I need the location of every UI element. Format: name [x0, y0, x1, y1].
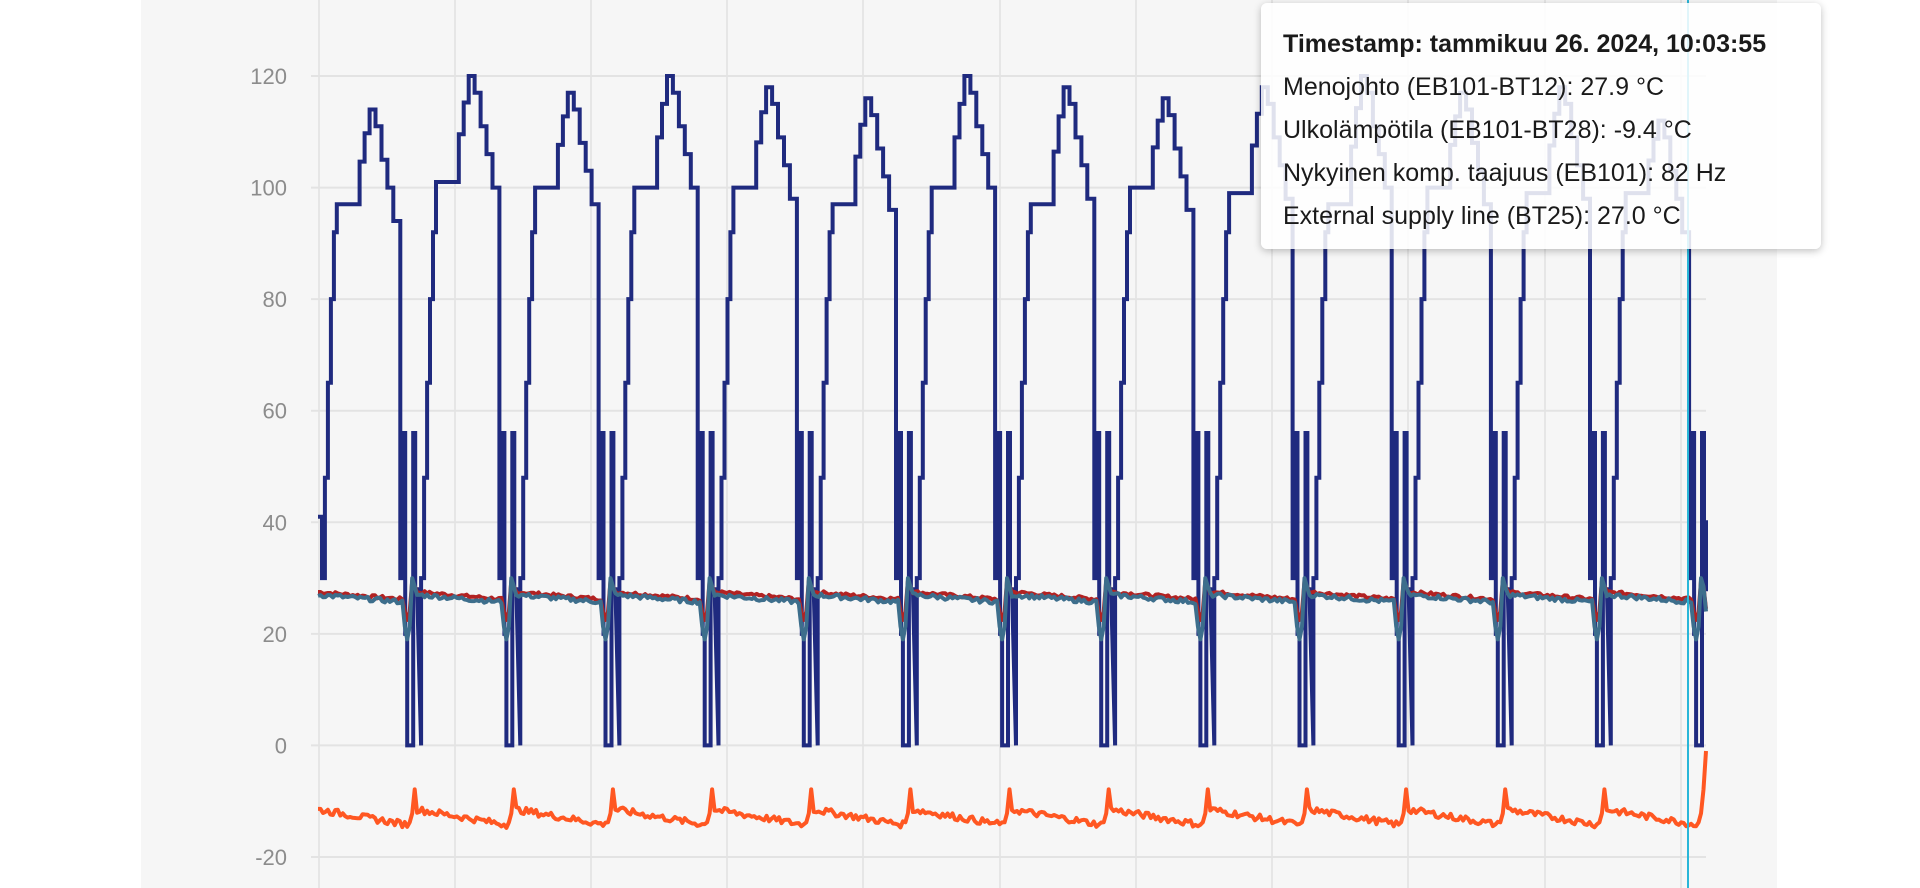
tooltip-row-external-supply: External supply line (BT25): 27.0 °C — [1283, 202, 1681, 230]
y-tick-label: 80 — [263, 287, 287, 312]
hover-tooltip: Timestamp: tammikuu 26. 2024, 10:03:55 M… — [1261, 3, 1821, 249]
tooltip-row-ulkolampotila: Ulkolämpötila (EB101-BT28): -9.4 °C — [1283, 116, 1692, 144]
y-tick-label: 60 — [263, 399, 287, 424]
series-line-ulkolampotila[interactable] — [318, 750, 1708, 830]
tooltip-timestamp: Timestamp: tammikuu 26. 2024, 10:03:55 — [1283, 30, 1767, 58]
y-axis-tick-labels: -20 0 20 40 60 80 100 120 — [250, 64, 287, 870]
series-line-external-supply[interactable] — [317, 576, 1708, 642]
y-tick-label: 40 — [263, 510, 287, 535]
tooltip-row-komp-taajuus: Nykyinen komp. taajuus (EB101): 82 Hz — [1283, 159, 1727, 187]
y-tick-label: -20 — [255, 845, 287, 870]
y-tick-label: 100 — [250, 176, 287, 201]
y-tick-label: 0 — [275, 733, 287, 758]
y-tick-label: 120 — [250, 64, 287, 89]
chart-panel: -20 0 20 40 60 80 100 120 Timestamp: tammikuu 2… — [141, 0, 1821, 888]
tooltip-row-menojohto: Menojohto (EB101-BT12): 27.9 °C — [1283, 73, 1665, 101]
series-lines — [317, 74, 1708, 830]
y-tick-label: 20 — [263, 622, 287, 647]
